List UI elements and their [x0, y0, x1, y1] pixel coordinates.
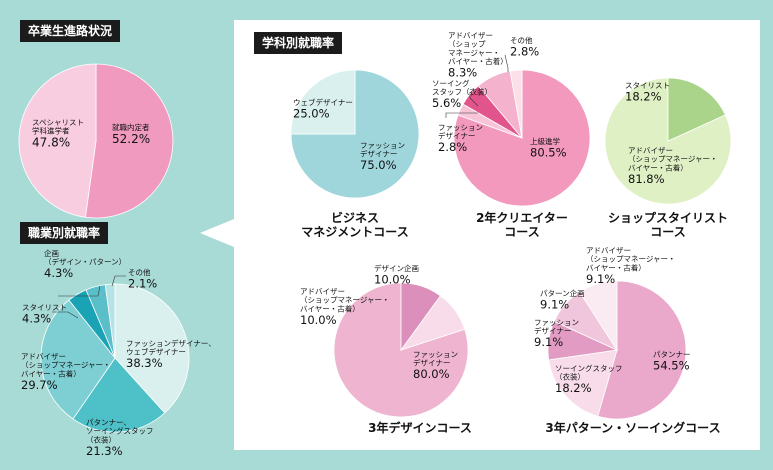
- design3-slice-2-percent: 10.0%: [374, 273, 411, 287]
- creator2-slice-1-label: ファッションデザイナー: [438, 123, 483, 141]
- pattern3-slice-4-percent: 9.1%: [586, 272, 615, 286]
- graduates-slice-1: [18, 63, 97, 218]
- business-slice-1: [290, 69, 356, 135]
- pattern3-course-title: 3年パターン・ソーイングコース: [545, 420, 720, 435]
- pattern3-slice-1: [548, 349, 618, 417]
- pattern3-slice-3-label: パターン企画: [540, 288, 585, 298]
- pattern3-slice-2-percent: 9.1%: [534, 335, 563, 349]
- pattern3-slice-3-percent: 9.1%: [540, 298, 569, 312]
- shop-slice-1-label: スタイリスト: [625, 81, 670, 90]
- design3-slice-1-label: アドバイザー（ショップマネージャー・バイヤー・古着）: [300, 287, 389, 313]
- by_job-slice-2-label: アドバイザー（ショップマネージャー・バイヤー・古着）: [21, 352, 110, 378]
- pattern3-slice-1-label: ソーイングスタッフ（衣装）: [555, 363, 623, 382]
- creator2-slice-2-percent: 5.6%: [432, 96, 461, 110]
- pattern3-slice-4-label: アドバイザー（ショップマネージャー・バイヤー・古着）: [586, 246, 675, 272]
- leader-line: [111, 275, 126, 287]
- business-slice-0: [290, 69, 420, 199]
- by_job-slice-1-percent: 21.3%: [86, 444, 123, 458]
- pattern3-slice-0-percent: 54.5%: [653, 359, 690, 373]
- by_job-slice-3-percent: 4.3%: [22, 312, 51, 326]
- pattern3-slice-0: [597, 280, 687, 420]
- creator2-slice-0-percent: 80.5%: [530, 146, 567, 160]
- graduates-slice-0: [84, 63, 174, 219]
- design3-slice-1-percent: 10.0%: [300, 313, 337, 327]
- design3-slice-0-percent: 80.0%: [413, 367, 450, 381]
- business-slice-0-label: ファッションデザイナー: [360, 141, 405, 159]
- by_job-slice-0-percent: 38.3%: [126, 356, 163, 370]
- design3-slice-2-label: デザイン企画: [374, 263, 419, 273]
- creator2-slice-3-label: アドバイザー（ショップマネージャー・バイヤー・古着）: [448, 31, 508, 66]
- by_job-slice-0-label: ファッションデザイナー、ウェブデザイナー: [126, 338, 216, 357]
- graduates-slice-1-percent: 47.8%: [32, 136, 70, 150]
- graduates-section-title: 卒業生進路状況: [20, 20, 121, 42]
- creator2-slice-0-label: 上級進学: [530, 136, 560, 146]
- leader-line: [469, 92, 479, 107]
- graduates-slice-0-label: 就職内定者: [112, 122, 150, 132]
- design3-slice-0-label: ファッションデザイナー: [413, 350, 458, 368]
- creator2-slice-4-percent: 2.8%: [510, 45, 539, 59]
- business-course-title: ビジネスマネジメントコース: [301, 210, 408, 239]
- creator2-slice-3-percent: 8.3%: [448, 65, 477, 79]
- business-slice-0-percent: 75.0%: [360, 158, 397, 172]
- by_job-slice-5-label: その他: [128, 267, 151, 277]
- by_job-slice-1-label: パタンナー、ソーイングスタッフ（衣装）: [86, 418, 154, 444]
- by_job-slice-5: [104, 283, 116, 359]
- creator2-slice-4: [509, 69, 523, 139]
- business-slice-1-percent: 25.0%: [293, 107, 330, 121]
- leader-line: [445, 112, 478, 118]
- design3-slice-0: [333, 282, 469, 418]
- creator2-slice-1-percent: 2.8%: [438, 140, 467, 154]
- course-section-title: 学科別就職率: [254, 32, 343, 54]
- by_job-slice-1: [72, 357, 166, 433]
- design3-course-title: 3年デザインコース: [368, 420, 472, 435]
- by_job-slice-2: [40, 299, 116, 420]
- leader-line: [58, 285, 101, 297]
- leader-line: [504, 54, 509, 72]
- pattern3-slice-0-label: パタンナー: [653, 350, 691, 359]
- pattern3-slice-1-percent: 18.2%: [555, 381, 592, 395]
- shop-course-title: ショップスタイリストコース: [608, 210, 728, 239]
- design3-slice-2: [400, 282, 441, 352]
- shop-slice-0-percent: 81.8%: [628, 172, 665, 186]
- by_job-slice-4-label: 企画（デザイン・パターン）: [44, 248, 126, 267]
- by_job-slice-2-percent: 29.7%: [21, 378, 58, 392]
- shop-slice-0-label: アドバイザー（ショップマネージャー・バイヤー・古着）: [628, 146, 717, 172]
- shop-slice-1: [667, 77, 726, 142]
- graduates-slice-1-label: スペシャリスト学科進学者: [32, 118, 84, 136]
- pattern3-slice-4: [579, 280, 618, 352]
- shop-slice-1-percent: 18.2%: [625, 90, 662, 104]
- by_job-slice-3-label: スタイリスト: [22, 303, 67, 312]
- job-section-title: 職業別就職率: [20, 222, 109, 244]
- by_job-slice-0: [114, 283, 190, 414]
- leader-line: [52, 311, 79, 319]
- by_job-slice-5-percent: 2.1%: [128, 277, 157, 291]
- pattern3-slice-2-label: ファッションデザイナー: [534, 318, 579, 336]
- creator2-slice-4-label: その他: [510, 35, 533, 45]
- by_job-slice-4-percent: 4.3%: [44, 266, 73, 280]
- graduates-slice-0-percent: 52.2%: [112, 132, 150, 146]
- business-slice-1-label: ウェブデザイナー: [293, 97, 353, 107]
- creator2-course-title: 2年クリエイターコース: [476, 210, 568, 239]
- creator2-slice-2-label: ソーイングスタッフ（衣装）: [432, 78, 492, 97]
